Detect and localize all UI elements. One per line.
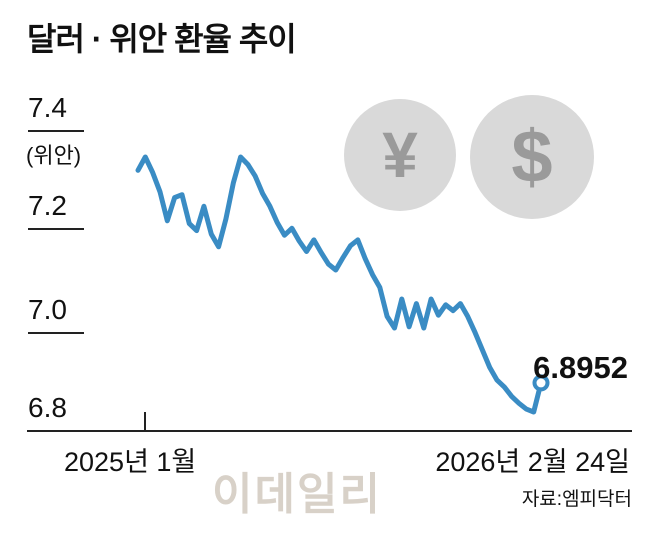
x-axis-line <box>27 430 632 432</box>
y-tick-mark <box>28 332 84 334</box>
y-tick-mark <box>28 130 84 132</box>
edaily-watermark: 이데일리 <box>212 470 382 519</box>
y-tick-label: 7.4 <box>28 92 67 123</box>
dollar-badge: $ <box>470 95 594 219</box>
y-tick-label: 7.2 <box>28 190 67 221</box>
y-tick-label: 7.0 <box>28 294 67 325</box>
y-tick-label: 6.8 <box>28 392 67 423</box>
end-point-marker <box>532 374 550 392</box>
x-axis-tick <box>144 412 146 430</box>
y-axis-unit: (위안) <box>26 143 82 168</box>
exchange-rate-line <box>135 154 544 415</box>
yuan-badge: ¥ <box>344 99 456 211</box>
source-credit: 자료:엠피닥터 <box>521 489 632 510</box>
y-tick-mark <box>28 228 84 230</box>
yuan-icon: ¥ <box>382 119 418 191</box>
y-tick-7-2: 7.2 <box>28 190 98 230</box>
dollar-icon: $ <box>511 115 553 198</box>
chart-title: 달러 · 위안 환율 추이 <box>27 21 297 57</box>
x-axis-label-end: 2026년 2월 24일 <box>435 447 630 477</box>
y-tick-6-8: 6.8 <box>28 392 98 424</box>
last-value-label: 6.8952 <box>533 350 628 385</box>
y-tick-7-0: 7.0 <box>28 294 98 334</box>
y-tick-7-4: 7.4 <box>28 92 98 132</box>
x-axis-label-start: 2025년 1월 <box>64 447 197 477</box>
